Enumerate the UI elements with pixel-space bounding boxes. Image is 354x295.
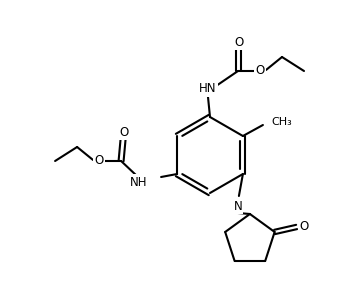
Text: O: O [119, 125, 129, 138]
Text: N: N [234, 199, 242, 212]
Text: O: O [234, 35, 244, 48]
Text: O: O [255, 65, 265, 78]
Text: O: O [95, 155, 104, 168]
Text: CH₃: CH₃ [271, 117, 292, 127]
Text: O: O [299, 220, 308, 233]
Text: NH: NH [130, 176, 147, 189]
Text: HN: HN [199, 83, 217, 96]
